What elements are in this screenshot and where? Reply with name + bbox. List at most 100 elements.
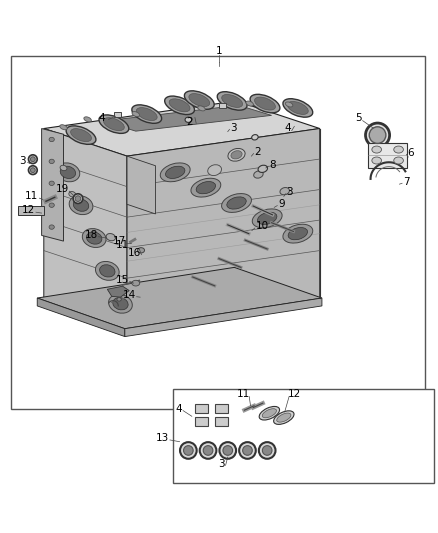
Polygon shape [42,128,64,241]
Bar [195,417,208,426]
Polygon shape [107,286,129,297]
Text: 15: 15 [116,274,129,285]
Ellipse shape [288,228,307,240]
Ellipse shape [280,188,290,195]
Ellipse shape [166,166,185,179]
Polygon shape [127,128,320,326]
Ellipse shape [222,94,243,108]
Ellipse shape [223,446,233,455]
Ellipse shape [243,446,252,455]
Ellipse shape [49,159,54,164]
Ellipse shape [60,165,67,171]
Text: 18: 18 [85,230,98,240]
Ellipse shape [274,411,294,424]
Ellipse shape [196,182,215,194]
Ellipse shape [285,102,293,107]
Text: 1: 1 [215,45,223,55]
Ellipse shape [372,146,381,153]
Ellipse shape [262,409,276,418]
Ellipse shape [394,157,403,164]
Ellipse shape [200,442,216,459]
Text: 6: 6 [407,148,414,158]
Ellipse shape [252,135,258,140]
Text: 7: 7 [403,176,410,187]
Ellipse shape [191,178,221,197]
Text: 9: 9 [279,199,286,209]
Ellipse shape [287,101,308,115]
Ellipse shape [246,101,254,106]
Ellipse shape [71,128,92,142]
Ellipse shape [103,118,124,131]
Ellipse shape [369,127,386,143]
Ellipse shape [180,442,197,459]
Ellipse shape [254,171,263,178]
Ellipse shape [132,105,162,123]
Ellipse shape [49,225,54,229]
Ellipse shape [227,197,246,209]
Text: 19: 19 [56,184,69,195]
Text: 16: 16 [128,248,141,259]
Text: 4: 4 [98,112,105,123]
Ellipse shape [69,196,93,215]
Bar [173,389,434,483]
Text: 3: 3 [218,458,225,469]
Ellipse shape [250,94,280,113]
Ellipse shape [56,163,80,182]
Ellipse shape [258,212,277,224]
Ellipse shape [28,166,37,174]
Ellipse shape [228,148,245,161]
Ellipse shape [219,442,236,459]
Ellipse shape [283,99,313,117]
Bar [114,112,121,117]
Ellipse shape [277,413,291,422]
Ellipse shape [49,138,54,142]
Ellipse shape [231,151,242,159]
Text: 11: 11 [25,191,38,201]
Ellipse shape [160,163,190,182]
Text: 3: 3 [230,123,237,133]
Ellipse shape [49,181,54,185]
Text: 2: 2 [254,147,261,157]
Text: 8: 8 [269,160,276,170]
Bar [215,417,228,426]
Ellipse shape [254,97,276,110]
Bar [11,56,425,409]
Ellipse shape [208,165,222,175]
Text: 4: 4 [284,123,291,133]
Ellipse shape [372,157,381,164]
Ellipse shape [136,108,157,120]
Ellipse shape [82,229,106,247]
Ellipse shape [259,407,279,420]
Ellipse shape [252,209,282,228]
Text: 3: 3 [286,187,293,197]
Bar [195,404,208,413]
Text: 5: 5 [355,112,362,123]
Ellipse shape [259,442,276,459]
Ellipse shape [84,117,92,122]
Ellipse shape [165,96,194,115]
Ellipse shape [117,297,121,301]
Ellipse shape [75,196,81,201]
Ellipse shape [198,106,205,111]
Ellipse shape [365,123,390,147]
Ellipse shape [394,146,403,153]
Ellipse shape [106,233,116,241]
Text: 12: 12 [21,205,35,215]
Ellipse shape [184,91,214,109]
Ellipse shape [49,203,54,207]
Ellipse shape [99,265,115,277]
Ellipse shape [258,165,268,173]
Text: 3: 3 [19,156,26,166]
Text: 11: 11 [116,240,129,250]
Ellipse shape [222,193,251,213]
Ellipse shape [239,442,256,459]
Bar [368,142,407,168]
Ellipse shape [138,248,145,253]
Ellipse shape [169,99,190,112]
Ellipse shape [60,125,67,130]
Ellipse shape [99,115,129,133]
Ellipse shape [95,261,119,280]
Ellipse shape [69,191,76,197]
Text: 4: 4 [175,404,182,414]
Text: 12: 12 [288,390,301,399]
